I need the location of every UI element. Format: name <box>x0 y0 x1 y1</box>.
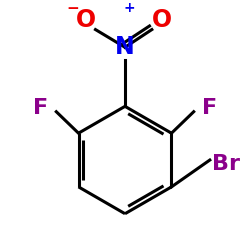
Text: F: F <box>202 98 218 118</box>
Text: Br: Br <box>212 154 240 174</box>
Text: O: O <box>76 8 96 32</box>
Text: +: + <box>124 1 135 15</box>
Text: −: − <box>66 0 79 16</box>
Text: N: N <box>115 35 135 59</box>
Text: F: F <box>32 98 48 118</box>
Text: O: O <box>152 8 172 32</box>
